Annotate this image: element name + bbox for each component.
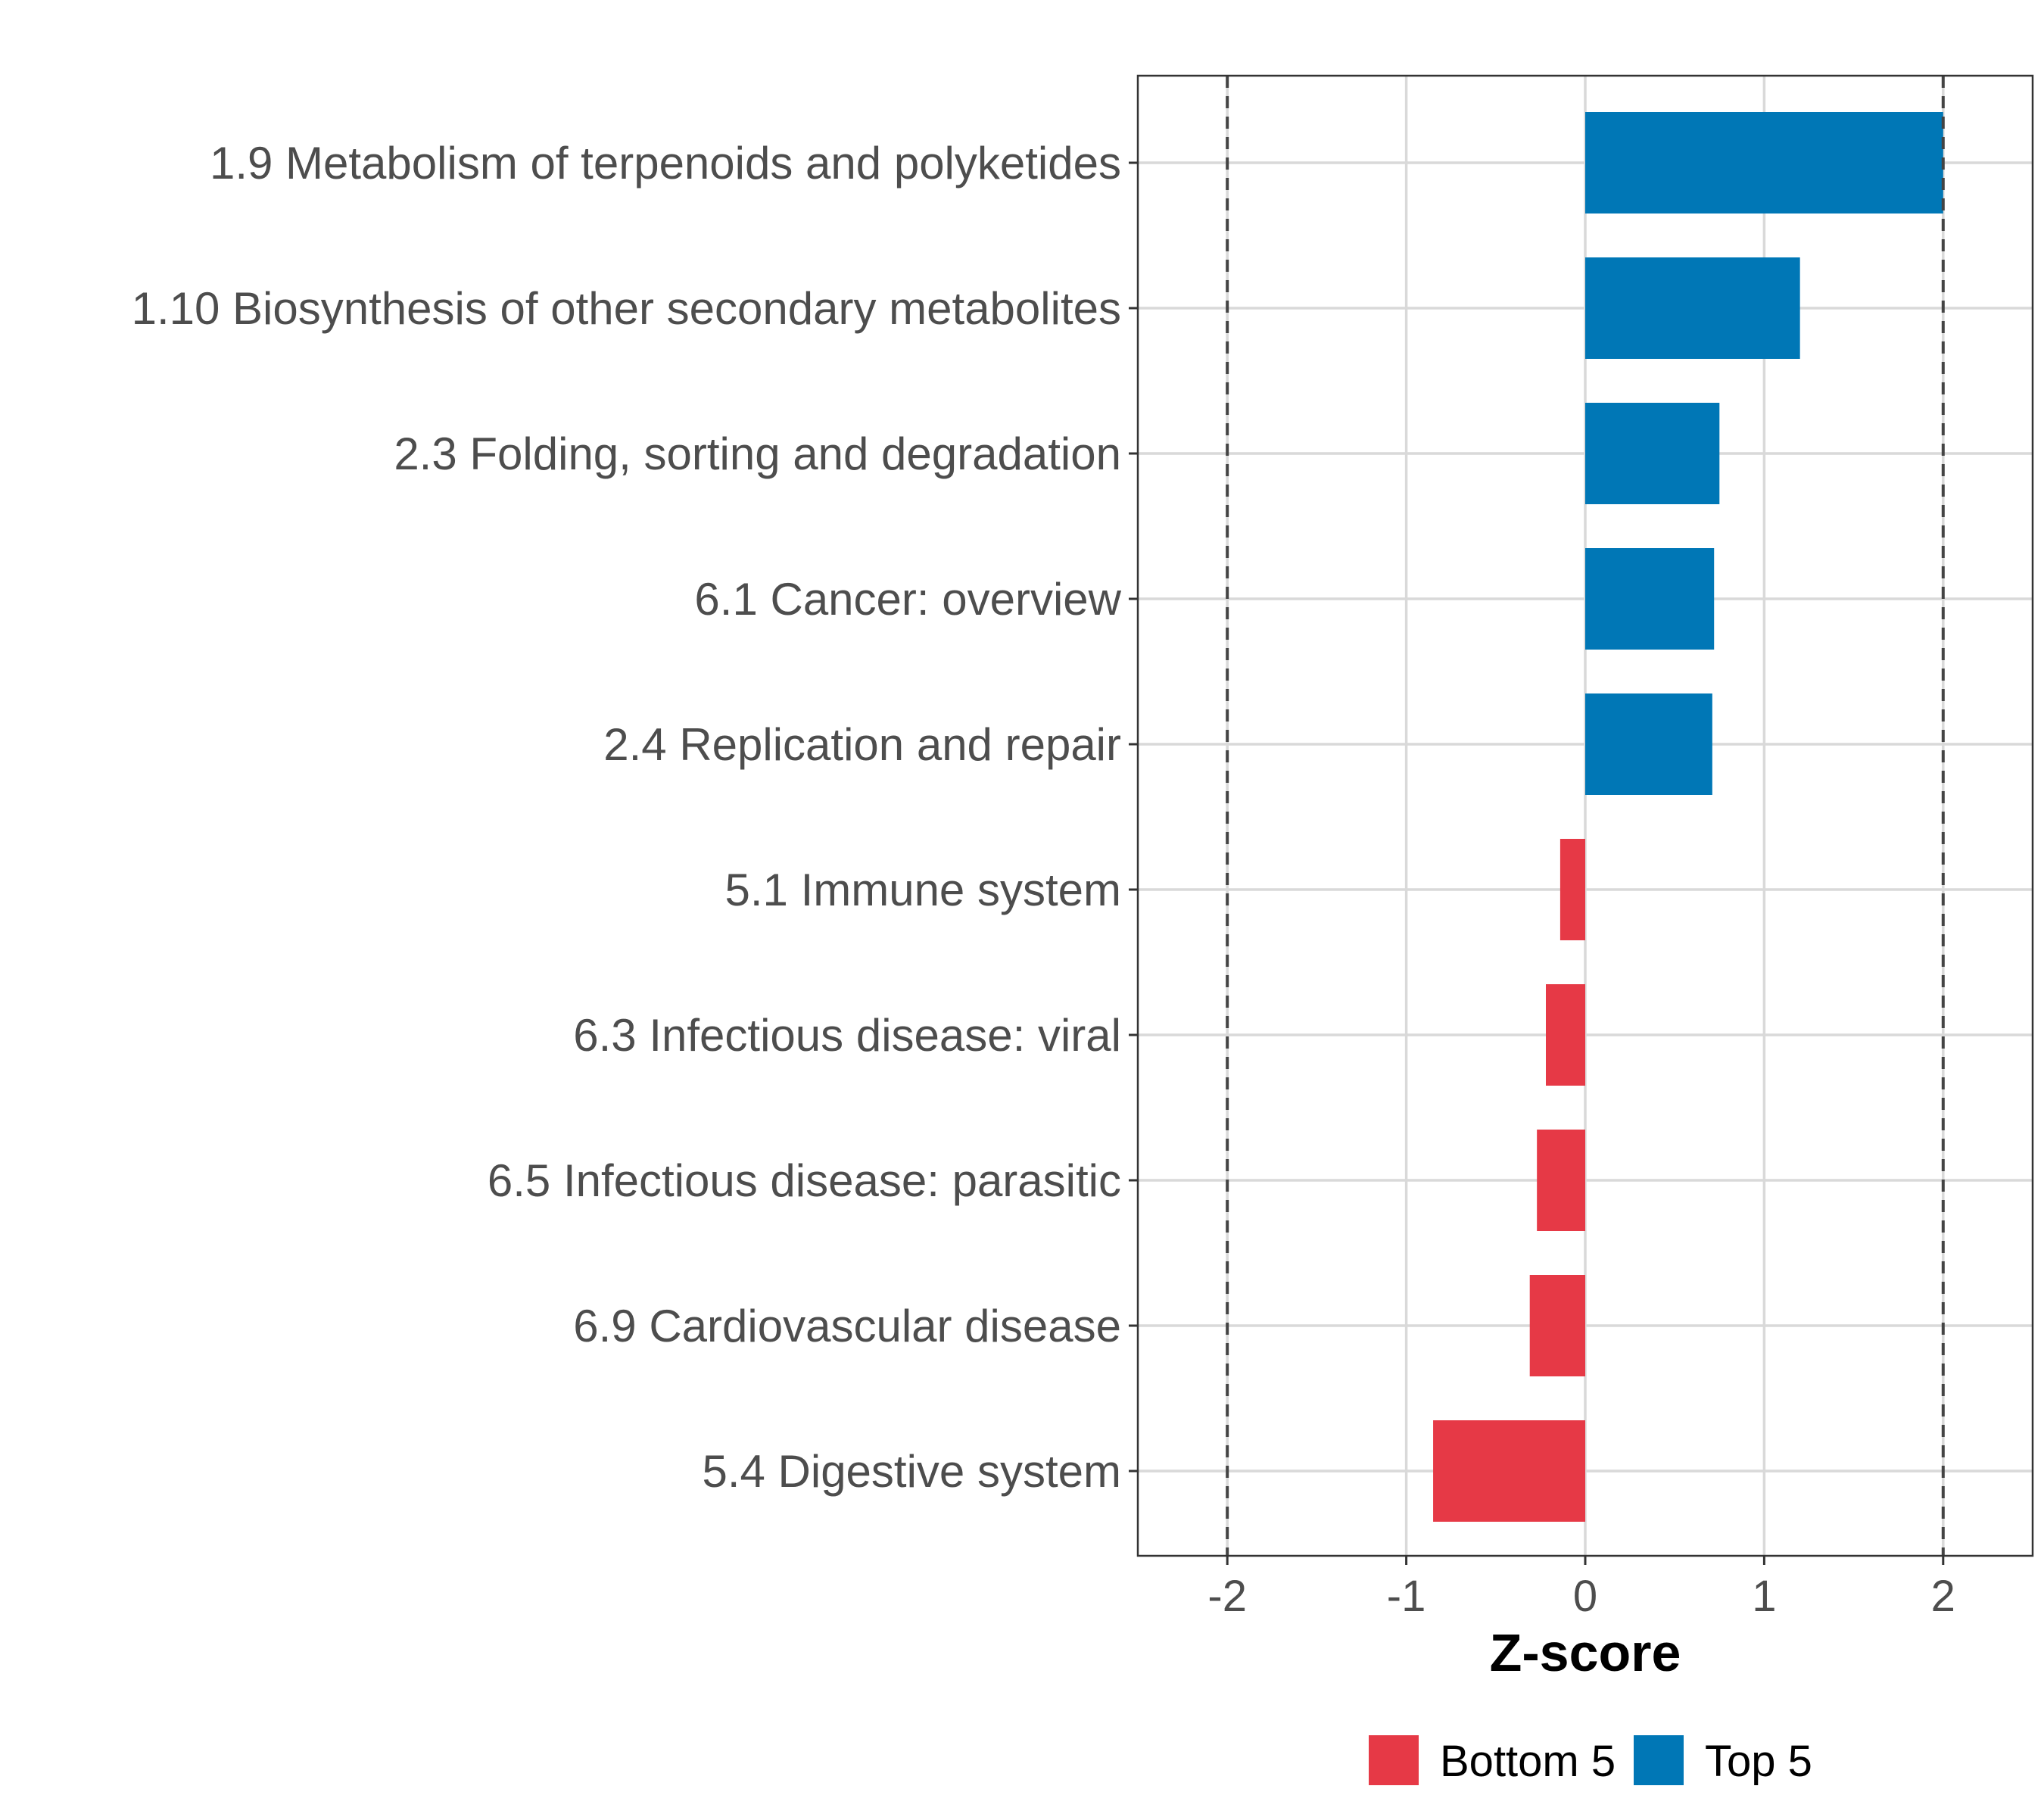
category-label: 6.1 Cancer: overview [694,574,1121,625]
legend: Bottom 5 Top 5 [1369,1735,1812,1786]
x-tick-label: -2 [1207,1572,1247,1621]
x-tick-label: 2 [1931,1572,1955,1621]
y-axis: 1.9 Metabolism of terpenoids and polyket… [132,138,1138,1497]
legend-swatch-top [1634,1735,1684,1785]
x-axis-title: Z-score [1490,1623,1681,1682]
category-label: 5.4 Digestive system [702,1446,1121,1497]
x-tick-label: 1 [1752,1572,1776,1621]
bar [1529,1275,1585,1376]
legend-label-bottom: Bottom 5 [1440,1737,1616,1786]
bar-layer [1433,112,1943,1522]
category-label: 6.3 Infectious disease: viral [573,1010,1121,1061]
reference-lines [1226,76,1945,1556]
category-label: 6.5 Infectious disease: parasitic [488,1155,1121,1206]
bar [1433,1420,1585,1522]
x-tick-label: -1 [1387,1572,1426,1621]
x-axis: -2 -1 0 1 2 [1207,1556,1955,1621]
bar [1537,1130,1585,1231]
legend-label-top: Top 5 [1705,1737,1812,1786]
bar [1585,112,1943,213]
bar [1585,693,1712,795]
category-label: 5.1 Immune system [724,865,1121,915]
bar [1559,839,1585,940]
bar [1585,403,1720,504]
bar [1585,548,1715,650]
category-label: 2.3 Folding, sorting and degradation [394,429,1121,479]
category-label: 2.4 Replication and repair [603,719,1121,770]
category-label: 1.9 Metabolism of terpenoids and polyket… [210,138,1121,189]
bar [1545,984,1585,1086]
bar [1585,257,1800,359]
category-label: 6.9 Cardiovascular disease [573,1301,1121,1351]
x-tick-label: 0 [1573,1572,1597,1621]
category-label: 1.10 Biosynthesis of other secondary met… [132,283,1121,334]
legend-swatch-bottom [1369,1735,1419,1785]
